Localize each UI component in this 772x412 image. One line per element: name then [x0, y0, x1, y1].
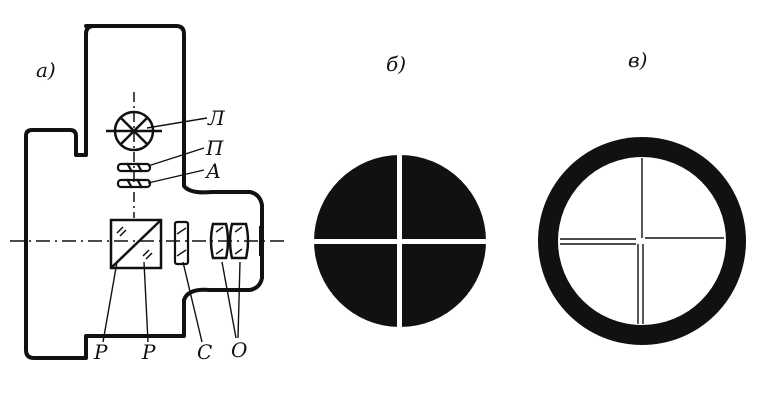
reticle-ring [538, 137, 746, 345]
plate-element [116, 162, 152, 173]
callout-lamp: Л [208, 106, 225, 130]
aperture-element [116, 178, 152, 189]
callout-objective: О [231, 338, 248, 362]
lamp-symbol [106, 110, 162, 152]
callout-lens-c: С [197, 340, 213, 364]
callout-aperture: А [206, 159, 222, 183]
callout-prism-right: Р [142, 340, 156, 364]
panel-b-label: б) [386, 52, 407, 76]
panel-a-label: а) [36, 58, 56, 82]
panel-a-housing [24, 24, 264, 360]
callout-leaders [102, 117, 241, 343]
reticle-filled [312, 152, 488, 330]
objective-lenses [209, 222, 261, 260]
callout-plate: П [206, 136, 224, 160]
lens-c-element [173, 220, 190, 266]
callout-prism-left: Р [94, 340, 108, 364]
prism-cube [109, 218, 163, 270]
panel-c-label: в) [628, 48, 648, 72]
